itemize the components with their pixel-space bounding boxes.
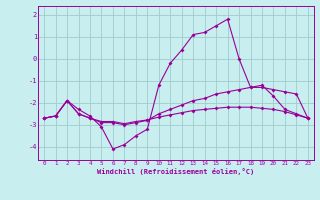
X-axis label: Windchill (Refroidissement éolien,°C): Windchill (Refroidissement éolien,°C) xyxy=(97,168,255,175)
